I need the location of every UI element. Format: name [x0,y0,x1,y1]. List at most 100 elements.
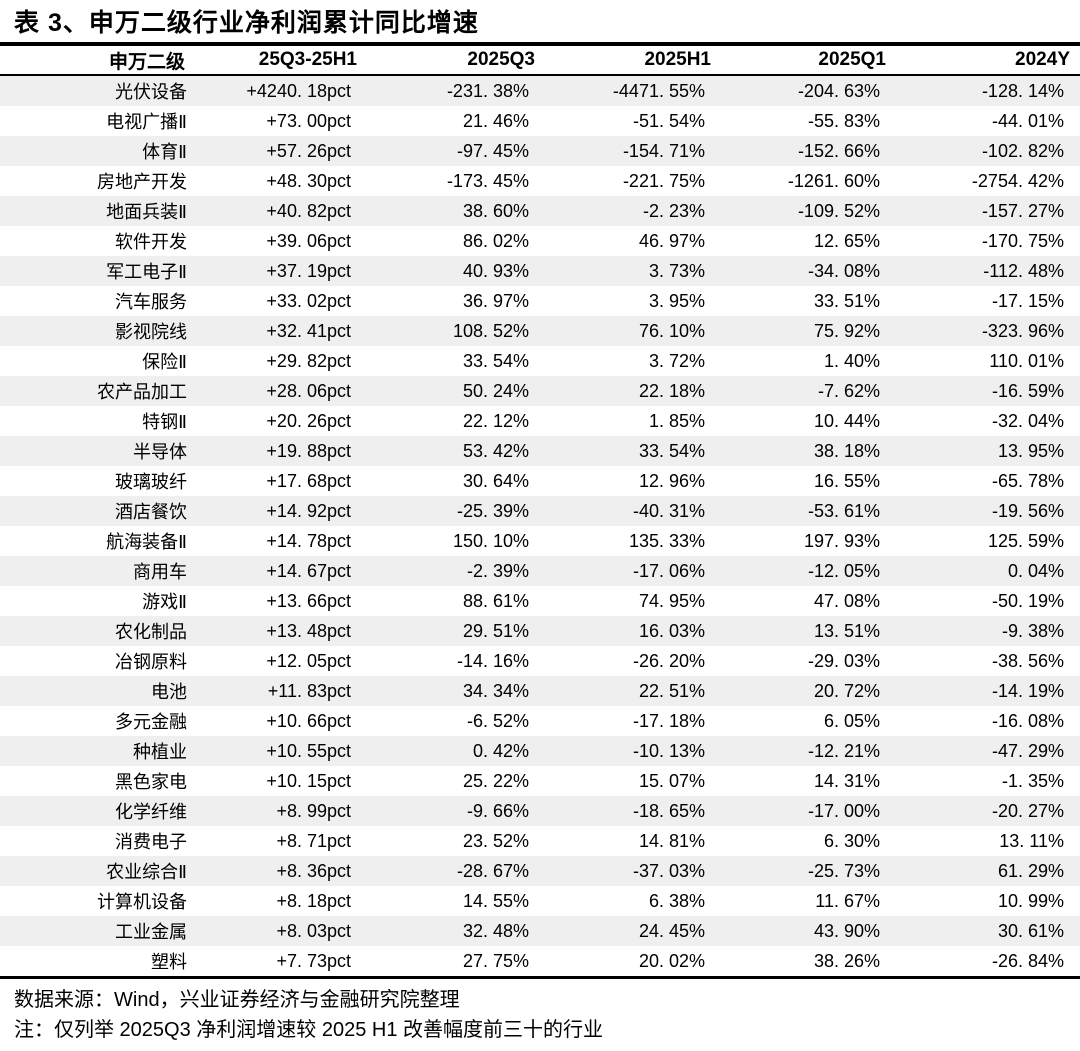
value-cell: -128. 14% [981,80,1064,101]
value-cell: 75. 92% [813,320,880,341]
value-cell: 23. 52% [462,830,529,851]
value-cell: +57. 26pct [266,140,351,161]
value-cell: 32. 48% [462,920,529,941]
value-cell: 110. 01% [989,350,1064,371]
value-cell: -53. 61% [807,500,880,521]
value-cell: +40. 82pct [266,200,351,221]
value-cell: -1. 35% [1001,770,1064,791]
value-cell: -50. 19% [991,590,1064,611]
value-cell: 25. 22% [462,770,529,791]
value-cell: -154. 71% [622,140,705,161]
value-cell: -17. 18% [632,710,705,731]
value-cell: -26. 84% [991,950,1064,971]
value-cell: 22. 18% [638,380,705,401]
table-row: 冶钢原料 +12. 05pct -14. 16% -26. 20% -29. 03% -3… [0,646,1080,676]
industry-name: 冶钢原料 [115,652,187,672]
industry-name: 光伏设备 [115,82,187,102]
value-cell: +8. 03pct [276,920,351,941]
industry-name: 军工电子Ⅱ [106,262,187,282]
industry-name: 地面兵装Ⅱ [106,202,187,222]
value-cell: -16. 08% [991,710,1064,731]
value-cell: -25. 39% [456,500,529,521]
value-cell: 46. 97% [638,230,705,251]
industry-name: 多元金融 [115,712,187,732]
table-row: 工业金属 +8. 03pct 32. 48% 24. 45% 43. 90% 30. 61… [0,916,1080,946]
industry-name: 计算机设备 [97,892,187,912]
value-cell: 14. 55% [462,890,529,911]
industry-name: 电视广播Ⅱ [106,112,187,132]
industry-name: 影视院线 [115,322,187,342]
value-cell: 61. 29% [997,860,1064,881]
industry-name: 玻璃玻纤 [115,472,187,492]
value-cell: 40. 93% [462,260,529,281]
industry-growth-table: 申万二级 25Q3-25H1 2025Q3 2025H1 2025Q1 2024Y 光伏设… [0,46,1080,979]
industry-name: 农业综合Ⅱ [106,862,187,882]
column-header: 申万二级 [0,46,197,76]
value-cell: -16. 59% [991,380,1064,401]
value-cell: -6. 52% [466,710,529,731]
industry-name: 塑料 [151,952,187,972]
table-row: 软件开发 +39. 06pct 86. 02% 46. 97% 12. 65% -170.… [0,226,1080,256]
value-cell: -28. 67% [456,860,529,881]
value-cell: -19. 56% [991,500,1064,521]
selection-note: 注：仅列举 2025Q3 净利润增速较 2025 H1 改善幅度前三十的行业 [14,1019,604,1041]
column-header: 2025Q1 [721,46,896,76]
value-cell: 29. 51% [462,620,529,641]
value-cell: 150. 10% [452,530,529,551]
value-cell: 21. 46% [462,110,529,131]
value-cell: 38. 26% [813,950,880,971]
industry-name: 保险Ⅱ [142,352,187,372]
value-cell: +17. 68pct [266,470,351,491]
value-cell: -221. 75% [622,170,705,191]
value-cell: -55. 83% [807,110,880,131]
value-cell: -25. 73% [807,860,880,881]
value-cell: 22. 51% [638,680,705,701]
table-row: 半导体 +19. 88pct 53. 42% 33. 54% 38. 18% 13. 95… [0,436,1080,466]
table-row: 多元金融 +10. 66pct -6. 52% -17. 18% 6. 05% -16. … [0,706,1080,736]
value-cell: 0. 42% [472,740,529,761]
value-cell: +20. 26pct [266,410,351,431]
value-cell: 197. 93% [803,530,880,551]
table-row: 航海装备Ⅱ +14. 78pct 150. 10% 135. 33% 197. 93% 1… [0,526,1080,556]
table-row: 计算机设备 +8. 18pct 14. 55% 6. 38% 11. 67% 10. 99… [0,886,1080,916]
table-row: 体育Ⅱ +57. 26pct -97. 45% -154. 71% -152. 66% -… [0,136,1080,166]
table-row: 电池 +11. 83pct 34. 34% 22. 51% 20. 72% -14. 19… [0,676,1080,706]
value-cell: +12. 05pct [266,650,351,671]
value-cell: +7. 73pct [276,950,351,971]
industry-name: 游戏Ⅱ [142,592,187,612]
value-cell: 16. 55% [813,470,880,491]
value-cell: 38. 60% [462,200,529,221]
value-cell: 30. 64% [462,470,529,491]
value-cell: 14. 31% [813,770,880,791]
table-row: 农化制品 +13. 48pct 29. 51% 16. 03% 13. 51% -9. 3… [0,616,1080,646]
table-row: 塑料 +7. 73pct 27. 75% 20. 02% 38. 26% -26. 84% [0,946,1080,978]
value-cell: +14. 67pct [266,560,351,581]
table-row: 玻璃玻纤 +17. 68pct 30. 64% 12. 96% 16. 55% -65. … [0,466,1080,496]
value-cell: +29. 82pct [266,350,351,371]
value-cell: 86. 02% [462,230,529,251]
industry-name: 软件开发 [115,232,187,252]
industry-name: 电池 [151,682,187,702]
value-cell: -157. 27% [981,200,1064,221]
table-row: 商用车 +14. 67pct -2. 39% -17. 06% -12. 05% 0. 0… [0,556,1080,586]
value-cell: 6. 05% [823,710,880,731]
value-cell: +14. 92pct [266,500,351,521]
value-cell: 88. 61% [462,590,529,611]
value-cell: -170. 75% [981,230,1064,251]
industry-name: 半导体 [133,442,187,462]
table-row: 保险Ⅱ +29. 82pct 33. 54% 3. 72% 1. 40% 110. 01% [0,346,1080,376]
value-cell: -2. 23% [642,200,705,221]
value-cell: -18. 65% [632,800,705,821]
industry-name: 酒店餐饮 [115,502,187,522]
value-cell: 24. 45% [638,920,705,941]
column-header: 25Q3-25H1 [197,46,367,76]
value-cell: 50. 24% [462,380,529,401]
value-cell: 3. 72% [648,350,705,371]
value-cell: -17. 06% [632,560,705,581]
value-cell: +13. 66pct [266,590,351,611]
value-cell: -9. 66% [466,800,529,821]
table-row: 游戏Ⅱ +13. 66pct 88. 61% 74. 95% 47. 08% -50. 1… [0,586,1080,616]
value-cell: 1. 85% [648,410,705,431]
value-cell: +8. 36pct [276,860,351,881]
value-cell: -323. 96% [981,320,1064,341]
